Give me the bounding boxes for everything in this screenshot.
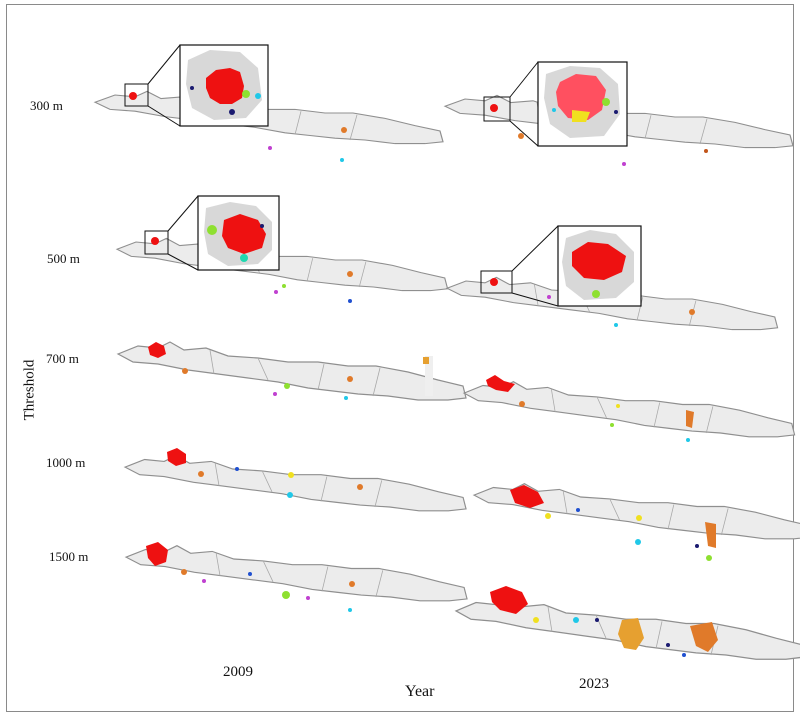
x-axis-label: Year <box>405 683 435 700</box>
inset-2009-300m <box>124 44 269 127</box>
threshold-label-700m: 700 m <box>46 351 79 366</box>
inset-2023-300m <box>483 61 628 147</box>
map-2009-500m <box>116 237 449 303</box>
map-2009-1000m <box>124 448 467 512</box>
crop-artifact-mark <box>423 357 429 364</box>
map-2023-700m <box>463 375 796 442</box>
year-label-2023: 2023 <box>579 676 609 692</box>
crop-artifact <box>425 356 433 396</box>
y-axis-label: Threshold <box>21 359 38 421</box>
year-label-2009: 2009 <box>223 664 253 680</box>
figure-frame <box>6 4 794 712</box>
map-2023-1500m <box>455 586 800 660</box>
map-2009-1500m <box>125 542 468 612</box>
inset-2023-500m <box>480 225 642 307</box>
map-2023-300m <box>444 94 794 166</box>
threshold-label-1000m: 1000 m <box>46 455 86 470</box>
map-2023-1000m <box>473 483 800 561</box>
map-2009-700m <box>117 341 467 401</box>
map-2023-500m <box>446 276 779 331</box>
threshold-label-500m: 500 m <box>47 251 80 266</box>
threshold-label-300m: 300 m <box>30 98 63 113</box>
map-2009-300m <box>94 90 444 162</box>
threshold-label-1500m: 1500 m <box>49 549 89 564</box>
inset-2009-500m <box>144 195 280 271</box>
